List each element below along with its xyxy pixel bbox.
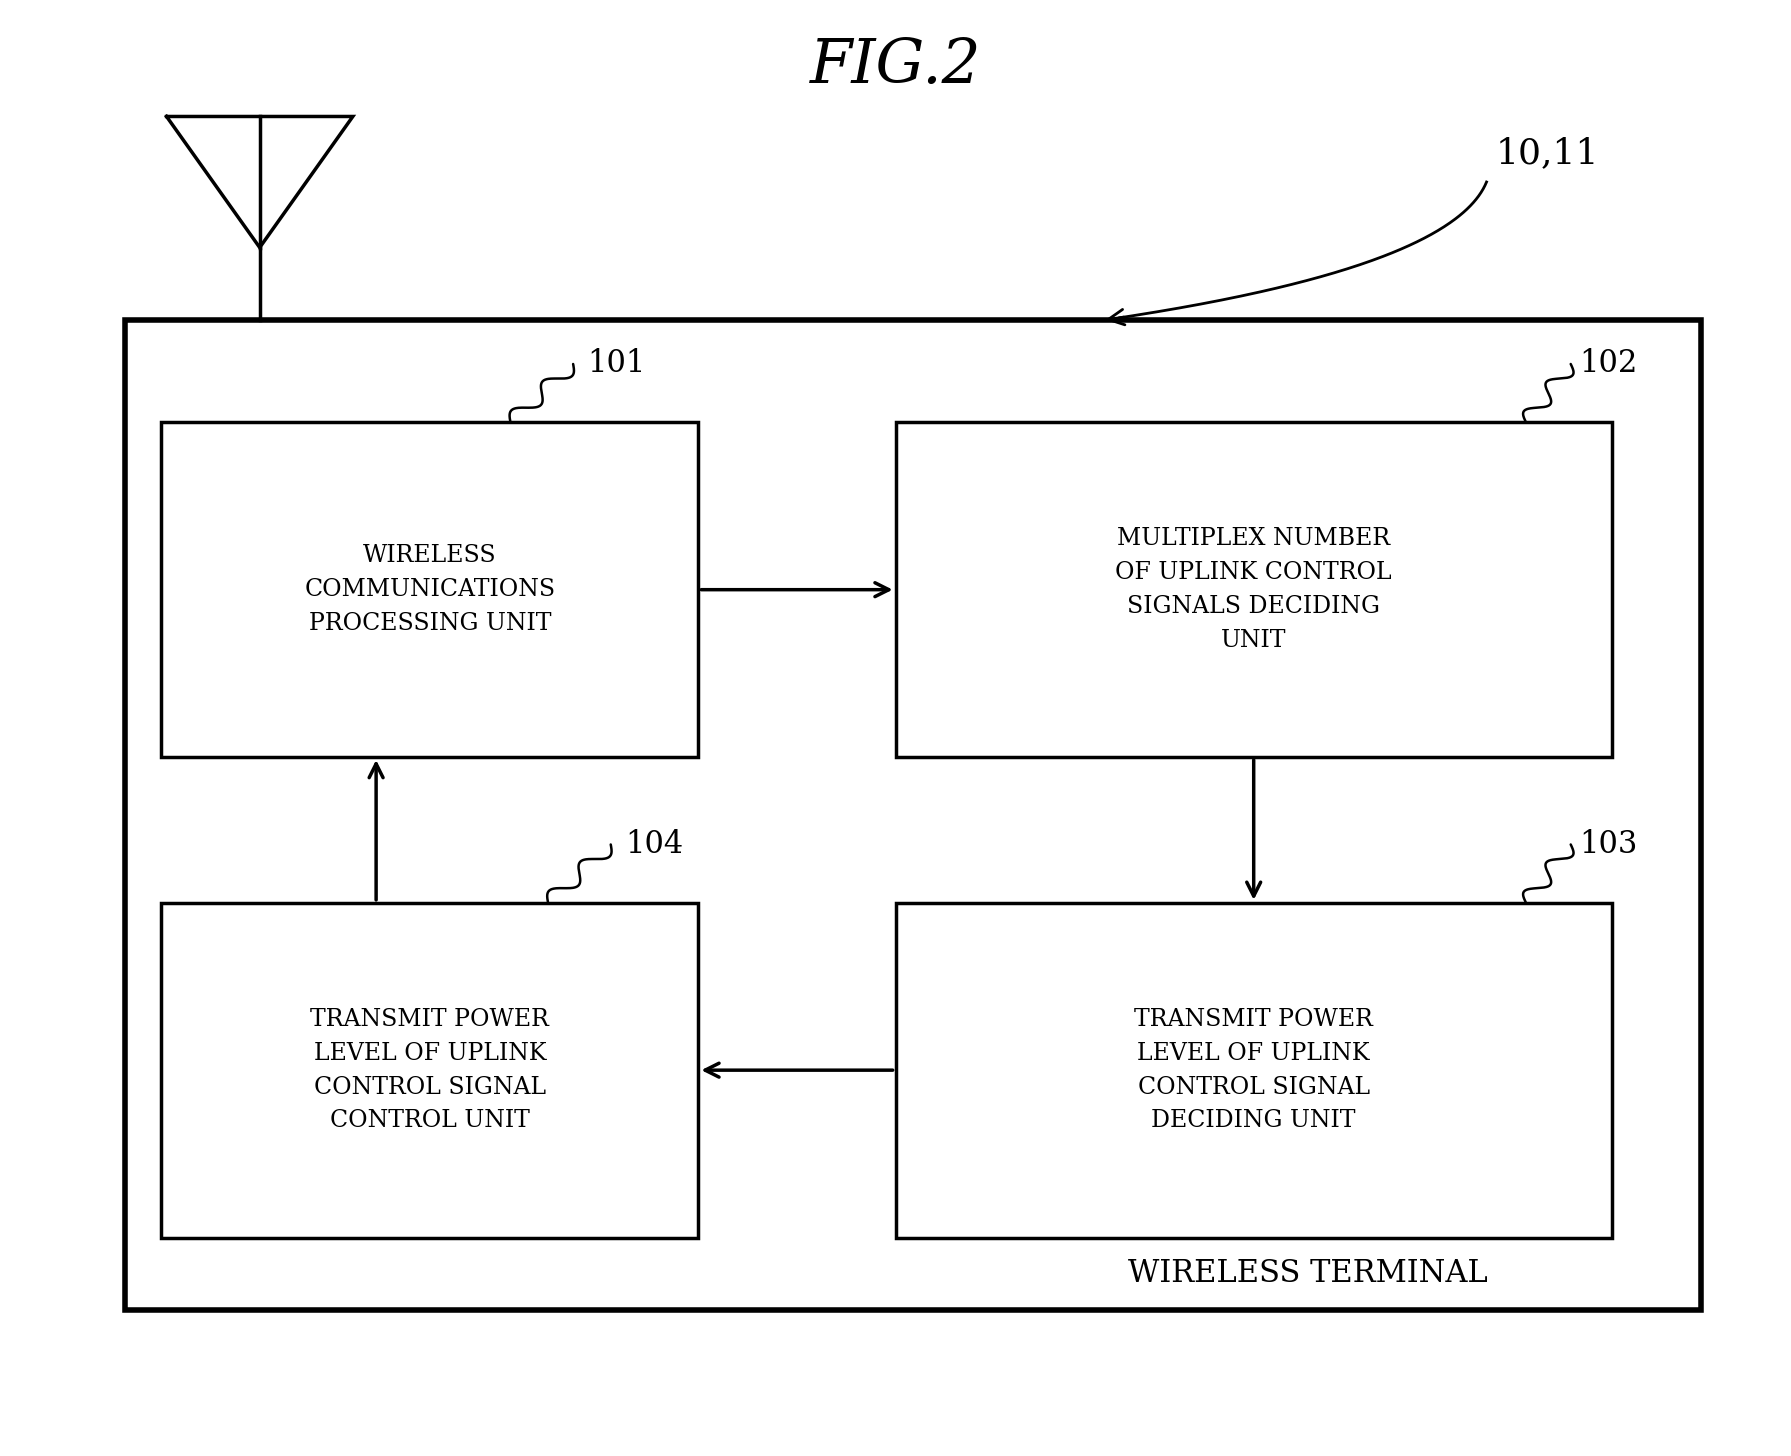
- Bar: [161, 903, 698, 1238]
- Text: 101: 101: [587, 348, 647, 380]
- Text: 10,11: 10,11: [1495, 135, 1599, 170]
- Text: 103: 103: [1580, 828, 1639, 860]
- Bar: [896, 903, 1612, 1238]
- Text: TRANSMIT POWER
LEVEL OF UPLINK
CONTROL SIGNAL
CONTROL UNIT: TRANSMIT POWER LEVEL OF UPLINK CONTROL S…: [310, 1008, 550, 1133]
- Text: WIRELESS
COMMUNICATIONS
PROCESSING UNIT: WIRELESS COMMUNICATIONS PROCESSING UNIT: [304, 545, 555, 635]
- Text: 102: 102: [1580, 348, 1639, 380]
- Bar: [125, 320, 1701, 1310]
- Bar: [896, 422, 1612, 757]
- Text: 104: 104: [625, 828, 682, 860]
- Text: FIG.2: FIG.2: [810, 35, 981, 96]
- Bar: [161, 422, 698, 757]
- Text: TRANSMIT POWER
LEVEL OF UPLINK
CONTROL SIGNAL
DECIDING UNIT: TRANSMIT POWER LEVEL OF UPLINK CONTROL S…: [1134, 1008, 1374, 1133]
- Text: WIRELESS TERMINAL: WIRELESS TERMINAL: [1128, 1258, 1487, 1290]
- Text: MULTIPLEX NUMBER
OF UPLINK CONTROL
SIGNALS DECIDING
UNIT: MULTIPLEX NUMBER OF UPLINK CONTROL SIGNA…: [1116, 527, 1392, 652]
